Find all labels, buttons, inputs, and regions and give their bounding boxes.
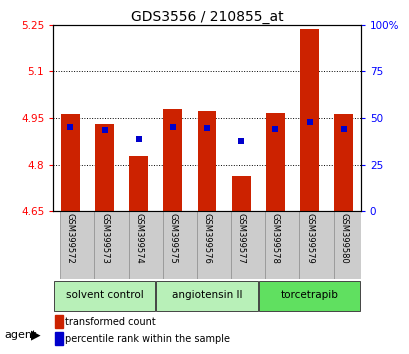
Text: ▶: ▶ <box>31 328 40 341</box>
FancyBboxPatch shape <box>333 211 369 279</box>
Text: torcetrapib: torcetrapib <box>280 290 338 301</box>
FancyBboxPatch shape <box>299 211 335 279</box>
FancyBboxPatch shape <box>196 211 233 279</box>
FancyBboxPatch shape <box>156 281 257 311</box>
Bar <box>55 332 63 345</box>
FancyBboxPatch shape <box>162 211 199 279</box>
Bar <box>231 176 250 211</box>
FancyBboxPatch shape <box>54 281 155 311</box>
Bar <box>61 114 80 211</box>
Bar <box>163 109 182 211</box>
FancyBboxPatch shape <box>60 211 97 279</box>
Text: GSM399577: GSM399577 <box>236 213 245 264</box>
Text: angiotensin II: angiotensin II <box>171 290 242 301</box>
FancyBboxPatch shape <box>231 211 267 279</box>
Text: percentile rank within the sample: percentile rank within the sample <box>65 334 230 344</box>
Text: GSM399574: GSM399574 <box>134 213 143 264</box>
Text: GSM399579: GSM399579 <box>304 213 313 264</box>
Text: GSM399575: GSM399575 <box>168 213 177 264</box>
Bar <box>333 114 352 211</box>
Bar <box>55 315 63 328</box>
Text: GSM399572: GSM399572 <box>66 213 75 264</box>
Text: transformed count: transformed count <box>65 317 156 327</box>
FancyBboxPatch shape <box>258 281 359 311</box>
Text: GSM399580: GSM399580 <box>338 213 347 264</box>
FancyBboxPatch shape <box>265 211 301 279</box>
Bar <box>265 113 284 211</box>
Bar <box>197 111 216 211</box>
FancyBboxPatch shape <box>128 211 165 279</box>
Text: solvent control: solvent control <box>65 290 143 301</box>
Bar <box>129 156 148 211</box>
Title: GDS3556 / 210855_at: GDS3556 / 210855_at <box>130 10 283 24</box>
FancyBboxPatch shape <box>94 211 131 279</box>
Text: agent: agent <box>4 330 36 339</box>
Text: GSM399578: GSM399578 <box>270 213 279 264</box>
Text: GSM399573: GSM399573 <box>100 213 109 264</box>
Text: GSM399576: GSM399576 <box>202 213 211 264</box>
Bar <box>95 124 114 211</box>
Bar <box>299 29 318 211</box>
